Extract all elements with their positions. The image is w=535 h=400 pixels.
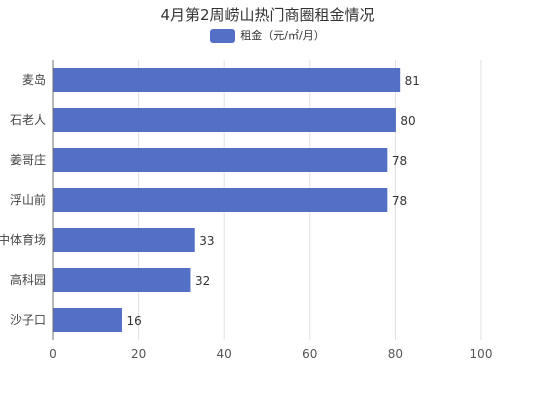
bar[interactable]	[53, 308, 122, 332]
x-tick-label: 80	[388, 347, 403, 361]
chart-legend[interactable]: 租金（元/㎡/月）	[0, 28, 535, 44]
bar[interactable]	[53, 188, 388, 212]
bar-value-label: 16	[126, 314, 141, 328]
x-tick-label: 40	[217, 347, 232, 361]
y-category-label: 中体育场	[0, 232, 46, 247]
bar-layer	[53, 68, 401, 332]
x-tick-label: 100	[470, 347, 493, 361]
bar-value-label: 80	[400, 114, 415, 128]
legend-label: 租金（元/㎡/月）	[240, 29, 325, 42]
y-category-label: 麦岛	[22, 72, 46, 87]
bar[interactable]	[53, 148, 388, 172]
y-category-label: 姜哥庄	[10, 152, 46, 167]
label-layer: 81 80 78 78 33 32 16	[126, 74, 419, 328]
y-category-label: 沙子口	[10, 313, 46, 327]
bar[interactable]	[53, 268, 191, 292]
bar-value-label: 33	[199, 234, 214, 248]
bar-value-label: 32	[195, 274, 210, 288]
x-tick-label: 60	[302, 347, 317, 361]
bar-value-label: 78	[392, 154, 407, 168]
bar[interactable]	[53, 108, 396, 132]
y-category-label: 浮山前	[10, 192, 46, 207]
y-category-label: 高科园	[10, 272, 46, 287]
chart-title: 4月第2周崂山热门商圈租金情况	[160, 6, 375, 24]
legend-swatch	[210, 29, 236, 43]
y-category-label: 石老人	[10, 113, 46, 127]
bar[interactable]	[53, 68, 401, 92]
bar[interactable]	[53, 228, 195, 252]
x-tick-label: 20	[131, 347, 146, 361]
x-tick-label: 0	[49, 347, 57, 361]
bar-value-label: 81	[405, 74, 420, 88]
bar-value-label: 78	[392, 194, 407, 208]
